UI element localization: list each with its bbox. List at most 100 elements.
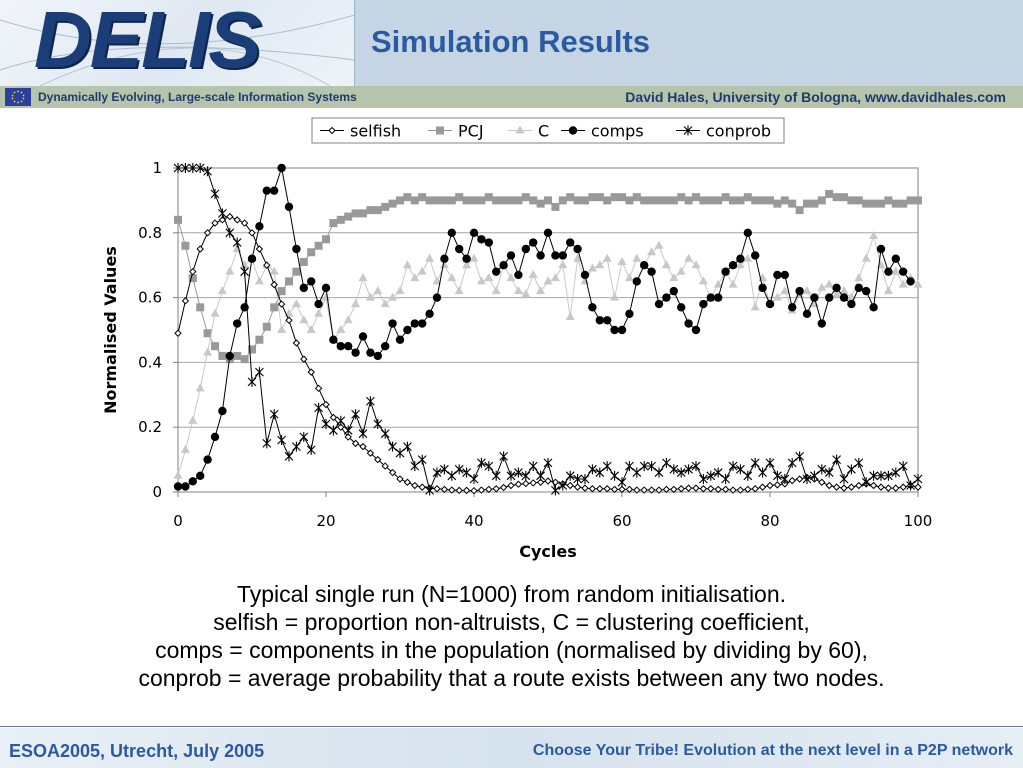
data-point-PCJ <box>410 196 419 205</box>
data-point-PCJ <box>655 196 663 205</box>
data-point-PCJ <box>706 196 715 205</box>
data-point-comps <box>758 283 767 293</box>
data-point-PCJ <box>684 196 693 205</box>
data-point-comps <box>181 482 190 491</box>
data-point-comps <box>284 202 294 212</box>
legend-marker-conprob <box>683 125 693 136</box>
data-point-PCJ <box>270 303 279 312</box>
delis-logo: DELIS <box>34 0 262 84</box>
data-point-PCJ <box>699 196 708 205</box>
chart-grid <box>178 232 918 428</box>
data-point-C <box>299 315 309 324</box>
data-point-PCJ <box>662 196 671 205</box>
caption-line: selfish = proportion non-altruists, C = … <box>213 609 810 635</box>
y-axis-ticks: 0 0.2 0.4 0.6 0.8 1 <box>138 159 178 501</box>
slide-title: Simulation Results <box>371 24 651 59</box>
data-point-comps <box>492 267 501 276</box>
data-point-conprob <box>440 464 449 475</box>
legend-marker-PCJ <box>436 126 444 135</box>
data-point-comps <box>891 254 900 263</box>
data-point-PCJ <box>403 193 412 202</box>
data-point-selfish <box>292 339 301 347</box>
footer-divider <box>0 726 1023 727</box>
data-point-selfish <box>174 329 182 337</box>
data-point-PCJ <box>514 196 523 205</box>
data-point-PCJ <box>891 199 900 208</box>
data-point-PCJ <box>277 287 286 296</box>
data-point-conprob <box>580 474 590 485</box>
data-point-C <box>869 231 879 240</box>
data-point-conprob <box>906 480 915 491</box>
chart-caption: Typical single run (N=1000) from random … <box>0 580 1023 692</box>
data-point-selfish <box>233 216 241 224</box>
data-point-comps <box>462 254 471 263</box>
data-point-selfish <box>514 480 523 488</box>
data-point-conprob <box>639 461 649 472</box>
data-point-selfish <box>270 280 278 289</box>
subtitle-bar: Dynamically Evolving, Large-scale Inform… <box>0 86 1023 108</box>
data-point-comps <box>514 270 523 280</box>
data-point-selfish <box>374 455 382 464</box>
data-point-comps <box>595 316 604 325</box>
legend-item-C: C <box>508 122 549 141</box>
data-point-conprob <box>514 467 523 478</box>
series-line-comps <box>178 167 911 487</box>
data-point-C <box>802 286 812 295</box>
data-point-selfish <box>566 481 574 490</box>
data-point-selfish <box>366 449 375 457</box>
data-point-conprob <box>484 461 494 472</box>
data-point-conprob <box>610 470 619 481</box>
data-point-C <box>410 273 420 282</box>
data-point-conprob <box>913 474 923 485</box>
data-point-PCJ <box>854 196 863 205</box>
data-point-comps <box>314 299 323 309</box>
data-point-selfish <box>699 485 708 493</box>
data-point-C <box>698 276 708 285</box>
data-point-conprob <box>499 451 508 462</box>
data-point-selfish <box>640 486 648 494</box>
data-point-conprob <box>662 457 671 468</box>
data-point-PCJ <box>470 196 478 205</box>
data-point-selfish <box>277 300 286 308</box>
data-point-C <box>602 253 612 262</box>
data-point-PCJ <box>551 202 560 211</box>
data-point-C <box>513 286 523 295</box>
series-layer <box>173 163 923 496</box>
data-point-selfish <box>322 400 330 409</box>
data-point-PCJ <box>729 196 737 205</box>
data-point-comps <box>825 293 834 302</box>
data-point-PCJ <box>322 235 330 244</box>
data-point-C <box>772 292 782 301</box>
y-tick-label: 0 <box>152 483 162 501</box>
data-point-comps <box>499 261 508 270</box>
data-point-PCJ <box>803 199 811 208</box>
data-point-selfish <box>670 485 678 494</box>
data-point-comps <box>403 325 412 335</box>
data-point-comps <box>336 342 345 351</box>
data-point-comps <box>736 254 745 263</box>
data-point-PCJ <box>425 196 434 205</box>
data-point-C <box>565 312 575 321</box>
legend-marker-selfish <box>328 126 336 135</box>
data-point-comps <box>529 238 538 247</box>
data-point-PCJ <box>484 193 493 202</box>
data-point-conprob <box>669 464 679 475</box>
data-point-C <box>425 253 435 262</box>
data-point-selfish <box>795 475 804 483</box>
data-point-C <box>891 266 901 275</box>
data-point-selfish <box>603 485 611 493</box>
data-point-comps <box>558 251 567 260</box>
data-point-PCJ <box>899 199 908 208</box>
data-point-conprob <box>373 418 383 429</box>
data-point-PCJ <box>632 193 641 202</box>
data-point-PCJ <box>373 206 382 215</box>
legend-label: C <box>538 122 549 141</box>
series-conprob <box>173 163 923 496</box>
data-point-selfish <box>522 479 530 488</box>
data-point-comps <box>573 244 582 254</box>
data-point-selfish <box>825 481 833 490</box>
data-point-C <box>861 253 871 262</box>
data-point-selfish <box>588 485 597 493</box>
data-point-PCJ <box>418 193 427 202</box>
